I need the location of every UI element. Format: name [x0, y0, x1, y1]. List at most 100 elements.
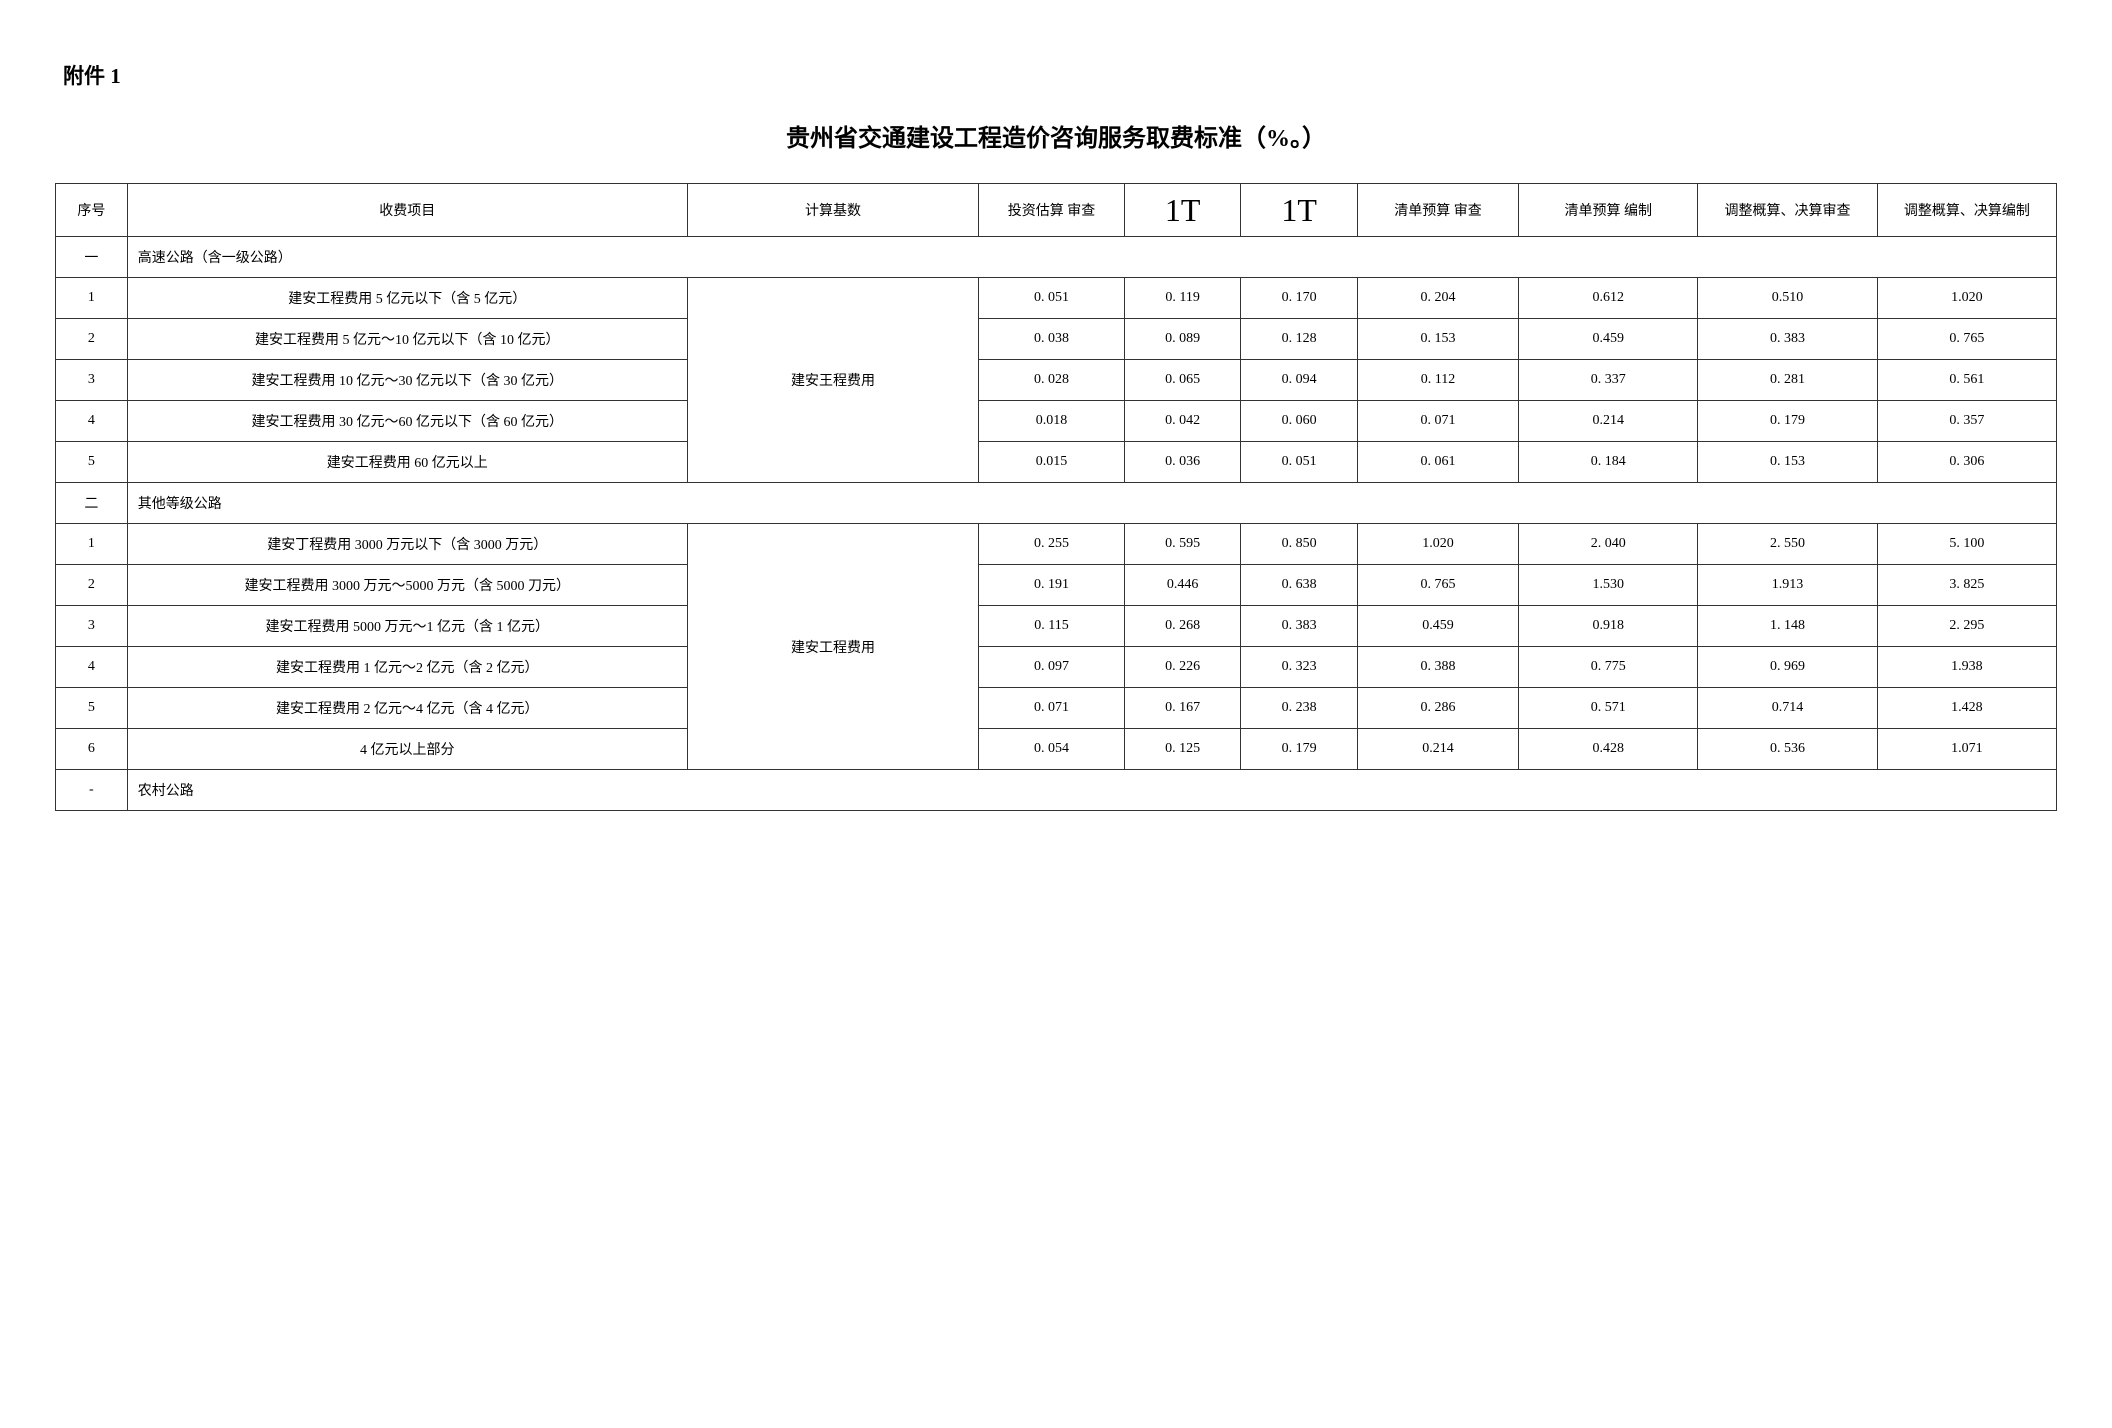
- row-value: 0.446: [1124, 565, 1241, 606]
- col-header-c7: 调整概算、决算编制: [1877, 184, 2056, 237]
- row-value: 0. 179: [1241, 729, 1358, 770]
- row-value: 0. 042: [1124, 401, 1241, 442]
- row-basis: 建安王程费用: [687, 278, 978, 483]
- row-value: 0. 561: [1877, 360, 2056, 401]
- row-value: 0.018: [979, 401, 1125, 442]
- attachment-label: 附件 1: [63, 60, 2057, 90]
- col-header-c3: 1T: [1241, 184, 1358, 237]
- row-seq: 3: [56, 360, 128, 401]
- row-value: 0. 383: [1241, 606, 1358, 647]
- table-row: 4建安工程费用 1 亿元～2 亿元（含 2 亿元）0. 0970. 2260. …: [56, 647, 2057, 688]
- row-value: 0. 775: [1519, 647, 1698, 688]
- row-value: 0.918: [1519, 606, 1698, 647]
- row-value: 0. 337: [1519, 360, 1698, 401]
- row-value: 0. 170: [1241, 278, 1358, 319]
- row-value: 0.714: [1698, 688, 1877, 729]
- row-value: 0. 128: [1241, 319, 1358, 360]
- row-value: 0. 765: [1357, 565, 1518, 606]
- row-value: 0. 089: [1124, 319, 1241, 360]
- page-title: 贵州省交通建设工程造价咨询服务取费标准（%。）: [55, 118, 2057, 153]
- row-value: 0. 388: [1357, 647, 1518, 688]
- row-item: 建安工程费用 5000 万元～1 亿元（含 1 亿元）: [127, 606, 687, 647]
- row-item: 4 亿元以上部分: [127, 729, 687, 770]
- table-row: 3建安工程费用 10 亿元～30 亿元以下（含 30 亿元）0. 0280. 0…: [56, 360, 2057, 401]
- row-value: 0. 638: [1241, 565, 1358, 606]
- row-seq: 1: [56, 524, 128, 565]
- row-value: 0. 167: [1124, 688, 1241, 729]
- row-value: 0. 071: [979, 688, 1125, 729]
- row-value: 0. 051: [979, 278, 1125, 319]
- section-row: 二其他等级公路: [56, 483, 2057, 524]
- section-label: 其他等级公路: [127, 483, 2056, 524]
- row-item: 建安工程费用 60 亿元以上: [127, 442, 687, 483]
- row-value: 0. 357: [1877, 401, 2056, 442]
- row-seq: 1: [56, 278, 128, 319]
- row-value: 1.530: [1519, 565, 1698, 606]
- row-value: 0. 268: [1124, 606, 1241, 647]
- row-item: 建安工程费用 3000 万元～5000 万元（含 5000 刀元）: [127, 565, 687, 606]
- table-header-row: 序号 收费项目 计算基数 投资估算 审查 1T 1T 清单预算 审查 清单预算 …: [56, 184, 2057, 237]
- row-seq: 5: [56, 442, 128, 483]
- row-item: 建安工程费用 10 亿元～30 亿元以下（含 30 亿元）: [127, 360, 687, 401]
- section-label: 农村公路: [127, 770, 2056, 811]
- row-value: 0. 097: [979, 647, 1125, 688]
- row-value: 0. 765: [1877, 319, 2056, 360]
- table-row: 5建安工程费用 2 亿元～4 亿元（含 4 亿元）0. 0710. 1670. …: [56, 688, 2057, 729]
- row-item: 建安工程费用 2 亿元～4 亿元（含 4 亿元）: [127, 688, 687, 729]
- row-value: 0. 153: [1698, 442, 1877, 483]
- row-value: 0. 125: [1124, 729, 1241, 770]
- row-value: 3. 825: [1877, 565, 2056, 606]
- row-value: 0.612: [1519, 278, 1698, 319]
- row-value: 0. 036: [1124, 442, 1241, 483]
- row-value: 0. 238: [1241, 688, 1358, 729]
- row-value: 2. 295: [1877, 606, 2056, 647]
- col-header-c1: 投资估算 审查: [979, 184, 1125, 237]
- row-value: 0. 383: [1698, 319, 1877, 360]
- row-value: 0. 153: [1357, 319, 1518, 360]
- row-seq: 6: [56, 729, 128, 770]
- row-item: 建安工程费用 1 亿元～2 亿元（含 2 亿元）: [127, 647, 687, 688]
- row-value: 1.913: [1698, 565, 1877, 606]
- row-value: 0. 286: [1357, 688, 1518, 729]
- row-value: 1.020: [1357, 524, 1518, 565]
- row-seq: 3: [56, 606, 128, 647]
- row-value: 1.938: [1877, 647, 2056, 688]
- row-value: 0. 112: [1357, 360, 1518, 401]
- row-value: 0. 119: [1124, 278, 1241, 319]
- row-value: 0. 028: [979, 360, 1125, 401]
- table-row: 5建安工程费用 60 亿元以上0.0150. 0360. 0510. 0610.…: [56, 442, 2057, 483]
- row-value: 0. 850: [1241, 524, 1358, 565]
- row-value: 0.015: [979, 442, 1125, 483]
- row-value: 0. 051: [1241, 442, 1358, 483]
- row-value: 1.020: [1877, 278, 2056, 319]
- col-header-seq: 序号: [56, 184, 128, 237]
- row-value: 0. 038: [979, 319, 1125, 360]
- row-seq: 4: [56, 647, 128, 688]
- row-value: 2. 550: [1698, 524, 1877, 565]
- row-value: 0.510: [1698, 278, 1877, 319]
- row-seq: 2: [56, 319, 128, 360]
- row-value: 0. 184: [1519, 442, 1698, 483]
- row-value: 0. 969: [1698, 647, 1877, 688]
- row-seq: 4: [56, 401, 128, 442]
- row-seq: 5: [56, 688, 128, 729]
- table-row: 2建安工程费用 3000 万元～5000 万元（含 5000 刀元）0. 191…: [56, 565, 2057, 606]
- row-value: 0. 191: [979, 565, 1125, 606]
- col-header-c6: 调整概算、决算审查: [1698, 184, 1877, 237]
- row-value: 0.428: [1519, 729, 1698, 770]
- row-value: 0. 255: [979, 524, 1125, 565]
- row-value: 0. 281: [1698, 360, 1877, 401]
- row-basis: 建安工程费用: [687, 524, 978, 770]
- row-value: 0. 571: [1519, 688, 1698, 729]
- row-value: 0. 071: [1357, 401, 1518, 442]
- col-header-item: 收费项目: [127, 184, 687, 237]
- row-value: 0. 536: [1698, 729, 1877, 770]
- section-row: -农村公路: [56, 770, 2057, 811]
- col-header-c4: 清单预算 审查: [1357, 184, 1518, 237]
- row-value: 0.459: [1519, 319, 1698, 360]
- row-value: 5. 100: [1877, 524, 2056, 565]
- table-row: 64 亿元以上部分0. 0540. 1250. 1790.2140.4280. …: [56, 729, 2057, 770]
- row-value: 1. 148: [1698, 606, 1877, 647]
- table-row: 2建安工程费用 5 亿元～10 亿元以下（含 10 亿元）0. 0380. 08…: [56, 319, 2057, 360]
- table-row: 4建安工程费用 30 亿元～60 亿元以下（含 60 亿元）0.0180. 04…: [56, 401, 2057, 442]
